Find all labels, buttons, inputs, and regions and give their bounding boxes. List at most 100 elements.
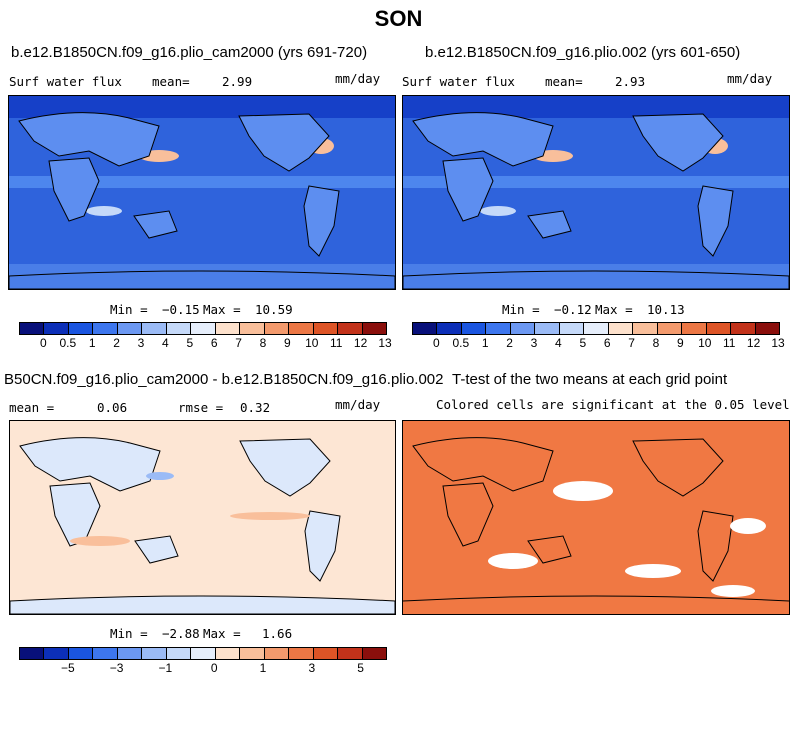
panel2-min-label: Min = [502,302,540,317]
antarctica-shape [403,270,789,289]
colorbar-swatch [535,323,560,334]
colorbar-swatch [264,648,290,659]
colorbar-swatch [93,323,118,334]
colorbar-swatch [166,648,192,659]
south-america-shape [697,510,734,582]
south-america-shape [697,185,734,257]
season-title: SON [374,6,423,31]
colorbar-tick-label: 7 [628,336,635,350]
colorbar-tick-label: 9 [284,336,291,350]
colorbar-tick-label: 8 [652,336,660,350]
africa-shape [442,482,494,547]
colorbar-tick-label: 9 [677,336,684,350]
colorbar-swatch [338,648,363,659]
colorbar-tick-label: 0 [40,336,47,350]
colorbar-swatch [142,648,167,659]
panel2-title: b.e12.B1850CN.f09_g16.plio.002 (yrs 601-… [425,44,741,61]
panel1-mean-label: mean= [152,74,190,89]
panel3-mean-value: 0.06 [97,400,128,415]
south-america-shape [303,185,340,257]
panel2-mean-value: 2.93 [615,74,646,89]
colorbar-tick-label: 0.5 [452,336,470,350]
panel1-max-label: Max = [203,302,241,317]
colorbar-tick-label: 0 [433,336,440,350]
panel4-subtitle: Colored cells are significant at the 0.0… [436,397,790,412]
eurasia-shape [412,437,554,492]
colorbar-swatch [633,323,658,334]
panel2-max-value: 10.13 [647,302,685,317]
panel1-colorbar [19,322,387,335]
colorbar-tick-label: 4 [555,336,562,350]
antarctica-shape [403,595,789,602]
colorbar-swatch [584,323,609,334]
colorbar-tick-label: 5 [357,661,364,675]
non-significant-area [625,564,681,578]
colorbar-tick-label: 5 [186,336,194,350]
panel3-title: B50CN.f09_g16.plio_cam2000 - b.e12.B1850… [4,371,444,388]
colorbar-swatch [755,323,780,334]
eurasia-shape [19,437,161,492]
colorbar-swatch [706,323,732,334]
itcz-band [9,176,395,188]
panel3-rmse-value: 0.32 [240,400,271,415]
colorbar-tick-label: 0.5 [59,336,77,350]
colorbar-swatch [731,323,756,334]
panel1-min-label: Min = [110,302,148,317]
arctic-band [9,96,395,118]
africa-shape [48,157,100,222]
colorbar-swatch [413,323,438,334]
colorbar-swatch [68,323,94,334]
colorbar-tick-label: 6 [210,336,218,350]
australia-shape [527,535,572,564]
non-significant-area [711,585,755,597]
north-america-shape [632,438,724,497]
colorbar-swatch [191,648,216,659]
colorbar-tick-label: −1 [158,661,173,675]
colorbar-tick-label: 13 [378,336,392,350]
panel3-colorbar [19,647,387,660]
colorbar-tick-label: 1 [259,661,267,675]
antarctica-shape [9,270,395,289]
colorbar-tick-label: 6 [603,336,611,350]
colorbar-tick-label: 3 [530,336,538,350]
colorbar-tick-label: 7 [235,336,242,350]
colorbar-tick-label: 1 [88,336,96,350]
colorbar-swatch [215,648,241,659]
eurasia-shape [412,112,554,167]
colorbar-swatch [313,323,339,334]
panel3-map [9,420,396,615]
colorbar-swatch [44,648,69,659]
colorbar-swatch [20,648,45,659]
australia-shape [134,535,179,564]
south-indian-band [480,206,516,216]
panel4-map [402,420,790,615]
positive-anomaly [230,512,310,520]
panel2-colorbar-labels: 0 0.5 1 2 3 4 5 6 7 8 9 10 11 12 13 [412,336,785,352]
south-indian-band [86,206,122,216]
colorbar-swatch [117,648,143,659]
panel3-max-value: 1.66 [262,626,293,641]
panel2-max-label: Max = [595,302,633,317]
colorbar-swatch [117,323,143,334]
north-america-shape [238,113,330,172]
panel2-var-label: Surf water flux [402,74,515,89]
panel2-colorbar [412,322,780,335]
panel2-map [402,95,790,290]
panel1-mean-value: 2.99 [222,74,253,89]
positive-anomaly [70,536,130,546]
panel1-min-value: −0.15 [162,302,200,317]
eurasia-shape [18,112,160,167]
colorbar-tick-label: 5 [579,336,587,350]
colorbar-swatch [362,323,387,334]
panel2-units: mm/day [727,71,773,86]
colorbar-tick-label: 11 [722,336,736,350]
non-significant-area [730,518,766,534]
colorbar-swatch [68,648,94,659]
panel3-min-label: Min = [110,626,148,641]
colorbar-tick-label: 0 [210,661,218,675]
colorbar-swatch [510,323,536,334]
colorbar-swatch [608,323,634,334]
colorbar-swatch [240,323,265,334]
colorbar-tick-label: 11 [329,336,343,350]
colorbar-swatch [362,648,387,659]
